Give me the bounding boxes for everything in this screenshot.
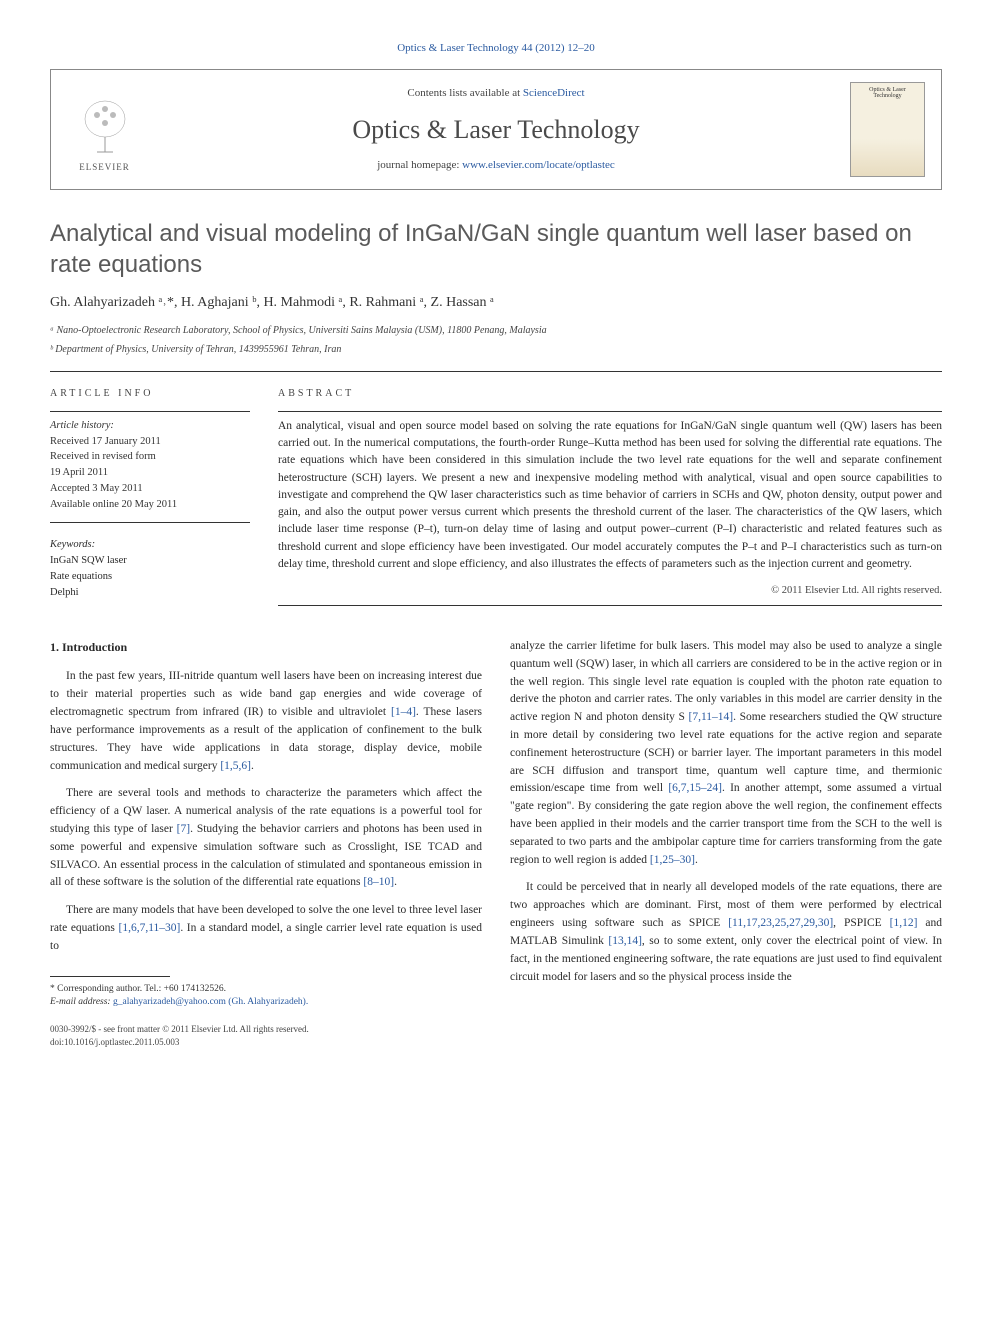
- abstract-text: An analytical, visual and open source mo…: [278, 418, 942, 573]
- article-info: ARTICLE INFO Article history: Received 1…: [50, 386, 250, 606]
- section-heading-intro: 1. Introduction: [50, 638, 482, 657]
- paragraph: There are many models that have been dev…: [50, 902, 482, 955]
- paragraph: It could be perceived that in nearly all…: [510, 879, 942, 986]
- paragraph: There are several tools and methods to c…: [50, 785, 482, 892]
- publisher-name: ELSEVIER: [79, 161, 130, 175]
- affiliation-a: ᵃ Nano-Optoelectronic Research Laborator…: [50, 323, 942, 338]
- top-citation[interactable]: Optics & Laser Technology 44 (2012) 12–2…: [50, 40, 942, 57]
- journal-header: ELSEVIER Contents lists available at Sci…: [50, 69, 942, 190]
- divider: [278, 411, 942, 412]
- info-abstract-row: ARTICLE INFO Article history: Received 1…: [50, 386, 942, 606]
- homepage-line: journal homepage: www.elsevier.com/locat…: [160, 157, 832, 174]
- contents-line: Contents lists available at ScienceDirec…: [160, 85, 832, 102]
- sciencedirect-link[interactable]: ScienceDirect: [523, 87, 585, 99]
- affiliation-b: ᵇ Department of Physics, University of T…: [50, 342, 942, 357]
- authors-line: Gh. Alahyarizadeh ᵃ˒*, H. Aghajani ᵇ, H.…: [50, 292, 942, 313]
- column-right: analyze the carrier lifetime for bulk la…: [510, 638, 942, 1049]
- divider: [50, 371, 942, 372]
- body-columns: 1. Introduction In the past few years, I…: [50, 638, 942, 1049]
- divider: [278, 605, 942, 606]
- elsevier-tree-icon: [75, 97, 135, 157]
- journal-name: Optics & Laser Technology: [160, 110, 832, 149]
- abstract-heading: ABSTRACT: [278, 386, 942, 401]
- paragraph: analyze the carrier lifetime for bulk la…: [510, 638, 942, 870]
- bottom-meta: 0030-3992/$ - see front matter © 2011 El…: [50, 1023, 482, 1048]
- journal-cover-thumbnail: Optics & Laser Technology: [850, 82, 925, 177]
- keywords-block: Keywords: InGaN SQW laser Rate equations…: [50, 537, 250, 600]
- elsevier-logo: ELSEVIER: [67, 84, 142, 174]
- paragraph: In the past few years, III-nitride quant…: [50, 668, 482, 775]
- divider: [50, 411, 250, 412]
- divider: [50, 522, 250, 523]
- abstract-block: ABSTRACT An analytical, visual and open …: [278, 386, 942, 606]
- article-info-heading: ARTICLE INFO: [50, 386, 250, 401]
- abstract-copyright: © 2011 Elsevier Ltd. All rights reserved…: [278, 583, 942, 599]
- column-left: 1. Introduction In the past few years, I…: [50, 638, 482, 1049]
- article-history: Article history: Received 17 January 201…: [50, 418, 250, 513]
- article-title: Analytical and visual modeling of InGaN/…: [50, 218, 942, 280]
- homepage-link[interactable]: www.elsevier.com/locate/optlastec: [462, 159, 615, 171]
- footnote-rule: [50, 976, 170, 977]
- email-link[interactable]: g_alahyarizadeh@yahoo.com (Gh. Alahyariz…: [113, 997, 308, 1007]
- corresponding-author-note: * Corresponding author. Tel.: +60 174132…: [50, 983, 482, 1010]
- header-center: Contents lists available at ScienceDirec…: [160, 85, 832, 173]
